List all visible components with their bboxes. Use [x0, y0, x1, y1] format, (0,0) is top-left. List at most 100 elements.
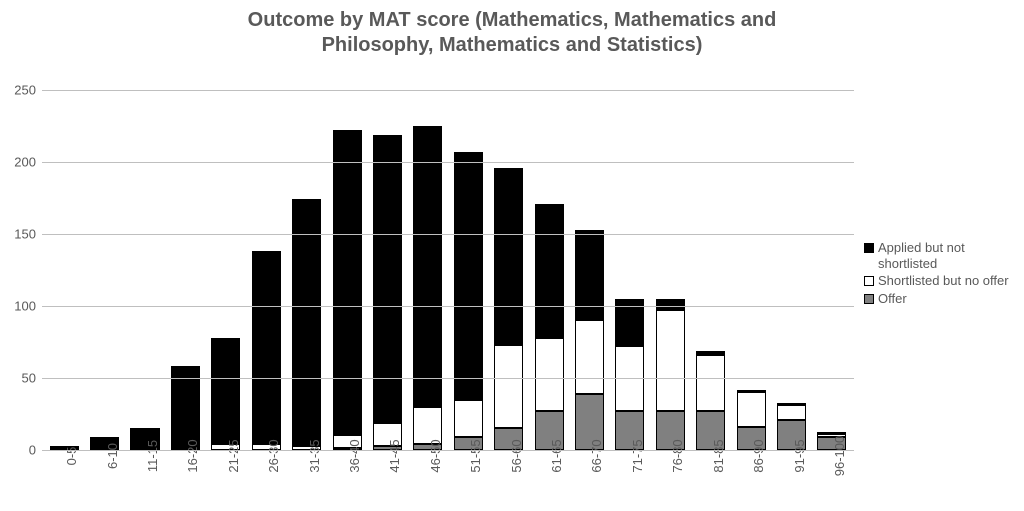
x-axis-labels: 0-56-1011-1516-2021-2526-3031-3536-4041-…: [42, 450, 854, 510]
x-axis-tick-label: 31-35: [286, 450, 326, 510]
bars-group: [42, 90, 854, 450]
x-axis-tick-label: 81-85: [691, 450, 731, 510]
bar-segment-applied_not_shortlisted: [535, 204, 564, 338]
x-axis-tick-label: 61-65: [529, 450, 569, 510]
bar-slot: [771, 90, 811, 450]
bar-segment-applied_not_shortlisted: [373, 135, 402, 423]
stacked-bar: [615, 299, 644, 450]
x-axis-tick-label: 76-80: [650, 450, 690, 510]
plot-area: 0-56-1011-1516-2021-2526-3031-3536-4041-…: [42, 90, 854, 450]
x-axis-tick-label: 56-60: [488, 450, 528, 510]
y-axis-tick-label: 150: [14, 227, 42, 242]
gridline: [42, 162, 854, 163]
bar-segment-applied_not_shortlisted: [656, 299, 685, 311]
legend-item: Offer: [864, 291, 1018, 307]
stacked-bar: [656, 299, 685, 450]
x-axis-tick-label: 96-100: [812, 450, 852, 510]
bar-slot: [691, 90, 731, 450]
bar-segment-shortlisted_no_offer: [494, 345, 523, 429]
x-axis-tick-label: 86-90: [731, 450, 771, 510]
bar-segment-applied_not_shortlisted: [252, 251, 281, 444]
bar-slot: [408, 90, 448, 450]
chart-title: Outcome by MAT score (Mathematics, Mathe…: [0, 8, 1024, 58]
bar-segment-shortlisted_no_offer: [454, 400, 483, 437]
y-axis-tick-label: 200: [14, 155, 42, 170]
bar-slot: [488, 90, 528, 450]
bar-slot: [286, 90, 326, 450]
gridline: [42, 234, 854, 235]
bar-slot: [44, 90, 84, 450]
stacked-bar: [454, 152, 483, 450]
stacked-bar: [413, 126, 442, 450]
legend-swatch: [864, 294, 874, 304]
y-axis-tick-label: 250: [14, 83, 42, 98]
bar-slot: [246, 90, 286, 450]
x-axis-tick-label: 66-70: [569, 450, 609, 510]
legend-item: Shortlisted but no offer: [864, 273, 1018, 289]
legend-label: Shortlisted but no offer: [878, 273, 1009, 289]
bar-slot: [610, 90, 650, 450]
y-axis-tick-label: 0: [29, 443, 42, 458]
bar-slot: [731, 90, 771, 450]
bar-slot: [327, 90, 367, 450]
stacked-bar: [535, 204, 564, 450]
x-axis-tick-label: 71-75: [610, 450, 650, 510]
chart-title-line1: Outcome by MAT score (Mathematics, Mathe…: [248, 9, 777, 31]
bar-segment-applied_not_shortlisted: [333, 130, 362, 435]
legend: Applied but not shortlisted Shortlisted b…: [864, 240, 1018, 308]
stacked-bar: [696, 351, 725, 450]
chart-container: Outcome by MAT score (Mathematics, Mathe…: [0, 0, 1024, 511]
legend-label: Applied but not shortlisted: [878, 240, 1018, 271]
x-axis-tick-label: 36-40: [327, 450, 367, 510]
gridline: [42, 306, 854, 307]
legend-swatch: [864, 276, 874, 286]
x-axis-tick-label: 6-10: [84, 450, 124, 510]
bar-slot: [650, 90, 690, 450]
gridline: [42, 90, 854, 91]
stacked-bar: [373, 135, 402, 450]
x-axis-tick-label: 46-50: [408, 450, 448, 510]
legend-label: Offer: [878, 291, 907, 307]
gridline: [42, 378, 854, 379]
stacked-bar: [575, 230, 604, 450]
bar-segment-shortlisted_no_offer: [737, 392, 766, 427]
bar-segment-applied_not_shortlisted: [413, 126, 442, 407]
stacked-bar: [333, 130, 362, 450]
bar-slot: [165, 90, 205, 450]
bar-segment-applied_not_shortlisted: [211, 338, 240, 445]
x-axis-tick-label: 21-25: [206, 450, 246, 510]
bar-segment-shortlisted_no_offer: [535, 338, 564, 411]
legend-swatch: [864, 243, 874, 253]
bar-slot: [367, 90, 407, 450]
bar-segment-shortlisted_no_offer: [575, 320, 604, 393]
bar-segment-applied_not_shortlisted: [292, 199, 321, 445]
y-axis-tick-label: 100: [14, 299, 42, 314]
bar-segment-shortlisted_no_offer: [696, 355, 725, 411]
stacked-bar: [292, 199, 321, 450]
x-axis-tick-label: 51-55: [448, 450, 488, 510]
x-axis-tick-label: 26-30: [246, 450, 286, 510]
x-axis-tick-label: 11-15: [125, 450, 165, 510]
bar-segment-applied_not_shortlisted: [494, 168, 523, 345]
stacked-bar: [494, 168, 523, 450]
gridline: [42, 450, 854, 451]
y-axis-tick-label: 50: [22, 371, 42, 386]
x-axis-tick-label: 91-95: [771, 450, 811, 510]
bar-slot: [569, 90, 609, 450]
legend-item: Applied but not shortlisted: [864, 240, 1018, 271]
bar-slot: [206, 90, 246, 450]
x-axis-tick-label: 41-45: [367, 450, 407, 510]
bar-segment-shortlisted_no_offer: [777, 405, 806, 419]
bar-segment-applied_not_shortlisted: [454, 152, 483, 400]
stacked-bar: [252, 251, 281, 450]
x-axis-tick-label: 16-20: [165, 450, 205, 510]
x-axis-tick-label: 0-5: [44, 450, 84, 510]
bar-slot: [812, 90, 852, 450]
bar-segment-shortlisted_no_offer: [656, 310, 685, 411]
bar-slot: [84, 90, 124, 450]
chart-title-line2: Philosophy, Mathematics and Statistics): [322, 34, 703, 56]
bar-slot: [125, 90, 165, 450]
bar-slot: [529, 90, 569, 450]
bar-slot: [448, 90, 488, 450]
stacked-bar: [211, 338, 240, 450]
